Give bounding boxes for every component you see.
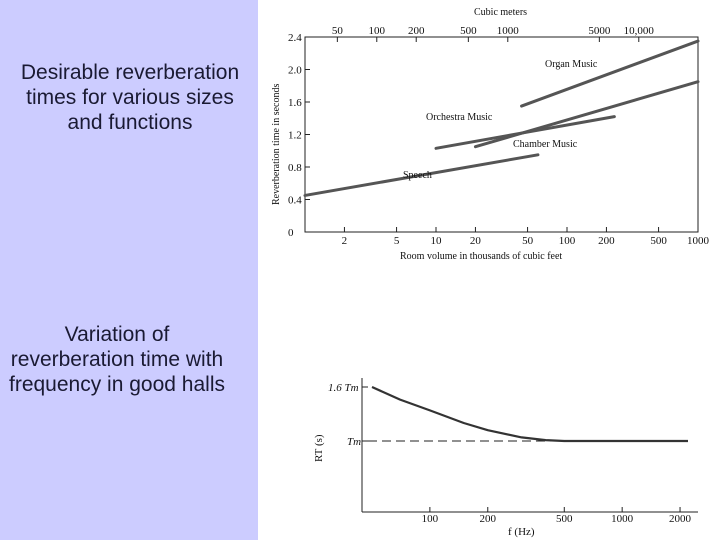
chart-reverberation-vs-volume: 0 0.4 0.8 1.2 1.6 2.0 2.4 2 5 10 20 50 100 200 500 100… [271,7,710,262]
x-tick-label: 2000 [669,513,692,525]
caption-reverberation-vs-frequency: Variation of reverberation time with fre… [9,323,225,396]
y-tick-label: 1.6 [288,97,302,109]
series-line [371,385,688,443]
y-axis-label: Reverberation time in seconds [271,84,282,205]
series-label: Speech [403,170,432,181]
top-tick-label: 500 [460,25,477,37]
y-tick-label: 2.4 [288,32,302,44]
y-tick-label: 2.0 [288,65,302,77]
top-axis-label: Cubic meters [474,7,527,18]
x-tick-label: 50 [522,235,534,247]
caption-panel: Desirable reverberation times for variou… [0,0,258,540]
x-tick-label: 500 [650,235,667,247]
plot-frame [304,36,699,233]
series-line [473,80,700,149]
y-tick-label: 0.8 [288,162,302,174]
x-tick-label: 200 [480,513,497,525]
x-tick-label: 2 [342,235,348,247]
caption-reverberation-vs-size: Desirable reverberation times for variou… [20,61,240,134]
x-axis-label: f (Hz) [508,526,535,538]
y-tick-label: 1.6 Tm [328,382,359,394]
series-line [434,115,616,150]
top-tick-label: 100 [369,25,386,37]
x-tick-label: 500 [556,513,573,525]
x-tick-label: 100 [422,513,439,525]
top-tick-label: 10,000 [624,25,655,37]
chart-reverberation-vs-frequency: 1.6 Tm Tm 100 200 500 1000 2000 RT (s) f (Hz) [313,378,698,538]
x-tick-label: 10 [431,235,443,247]
x-tick-label: 200 [598,235,615,247]
series-label: Chamber Music [513,139,578,150]
x-tick-label: 5 [394,235,400,247]
x-tick-label: 1000 [611,513,634,525]
series-line [303,153,540,197]
y-tick-label: 0 [288,227,294,239]
series-line [520,39,700,108]
x-tick-label: 1000 [687,235,710,247]
series-label: Organ Music [545,59,598,70]
series-label: Orchestra Music [426,112,493,123]
y-tick-label: Tm [347,436,361,448]
y-tick-label: 0.4 [288,195,302,207]
x-tick-label: 100 [559,235,576,247]
top-tick-label: 5000 [588,25,611,37]
top-tick-label: 200 [408,25,425,37]
y-tick-label: 1.2 [288,130,302,142]
y-axis-label: RT (s) [313,434,325,462]
top-tick-label: 1000 [497,25,520,37]
x-axis-label: Room volume in thousands of cubic feet [400,251,562,262]
top-tick-label: 50 [332,25,344,37]
x-tick-label: 20 [470,235,482,247]
